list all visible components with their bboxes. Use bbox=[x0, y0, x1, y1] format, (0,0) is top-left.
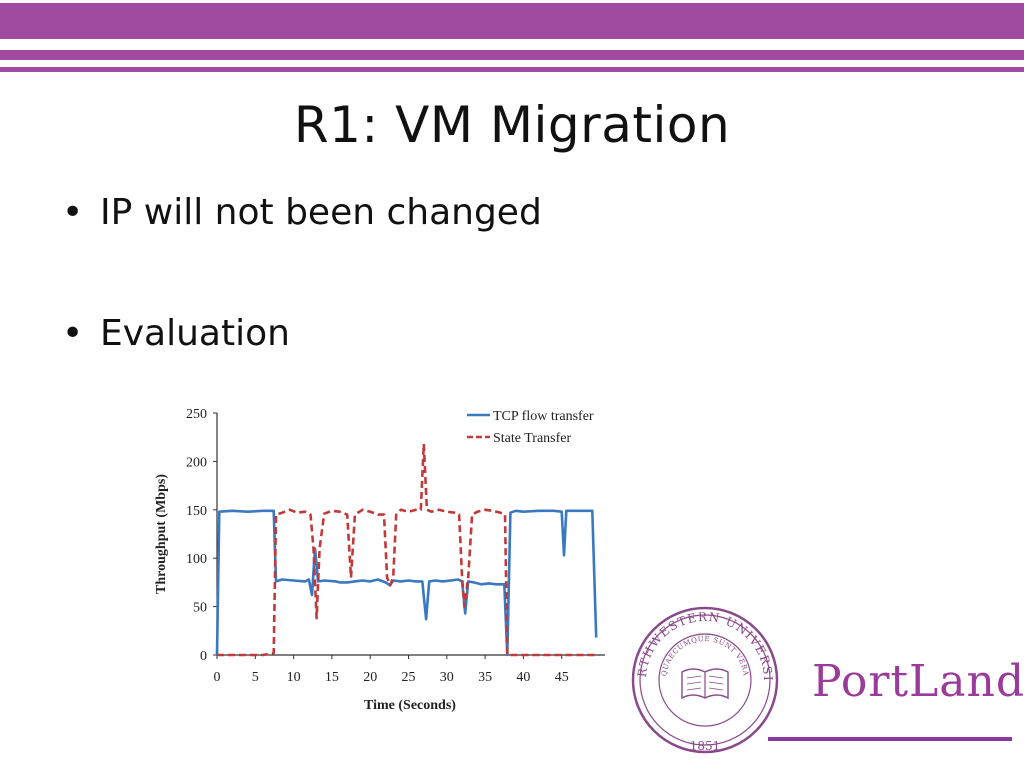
brand-underline bbox=[768, 737, 1012, 741]
x-tick-label: 45 bbox=[555, 670, 569, 685]
seal-motto: QUAECUMQUE SUNT VERA bbox=[660, 635, 750, 677]
bullet-item-ip: • IP will not been changed bbox=[62, 192, 542, 233]
seal-book-icon bbox=[681, 668, 729, 700]
slide-title: R1: VM Migration bbox=[293, 96, 731, 154]
chart-legend: TCP flow transfer State Transfer bbox=[467, 409, 594, 446]
seal-motto-path: QUAECUMQUE SUNT VERA bbox=[660, 635, 749, 677]
portland-brand-text: PortLand bbox=[812, 656, 1024, 707]
chart-series-lines bbox=[215, 442, 598, 657]
bullet-glyph: • bbox=[62, 192, 84, 233]
x-tick-label: 20 bbox=[363, 670, 377, 685]
y-tick-label: 50 bbox=[193, 601, 207, 616]
seal-ring bbox=[639, 614, 771, 746]
bullet-glyph: • bbox=[62, 313, 84, 354]
seal-outer-ring bbox=[631, 606, 779, 754]
bullet-list: • IP will not been changed • Evaluation bbox=[62, 192, 542, 354]
y-tick-label: 150 bbox=[186, 504, 207, 519]
header-band-bottom bbox=[0, 67, 1024, 72]
x-tick-label: 40 bbox=[516, 670, 530, 685]
seal-inner-ring bbox=[658, 633, 752, 727]
bullet-item-evaluation: • Evaluation bbox=[62, 313, 542, 354]
legend-label: State Transfer bbox=[493, 431, 572, 446]
y-axis-label: Throughput (Mbps) bbox=[154, 474, 169, 594]
throughput-line-chart: 0 50 100 150 200 250 0 5 10 15 20 25 30 35 40 45 TCP fl… bbox=[154, 407, 605, 713]
bullet-text: Evaluation bbox=[100, 313, 290, 354]
x-tick-label: 30 bbox=[440, 670, 454, 685]
x-tick-label: 25 bbox=[402, 670, 416, 685]
series-line-tcp-flow-transfer bbox=[215, 509, 598, 657]
header-band-middle bbox=[0, 50, 1024, 60]
x-tick-label: 15 bbox=[325, 670, 339, 685]
legend-label: TCP flow transfer bbox=[493, 409, 594, 424]
seal-year: 1851 bbox=[690, 739, 721, 753]
bullet-text: IP will not been changed bbox=[100, 192, 542, 233]
northwestern-seal-logo: NORTHWESTERN UNIVERSITY QUAECUMQUE SUNT … bbox=[630, 600, 779, 754]
series-line-state-transfer bbox=[217, 442, 597, 657]
y-tick-label: 200 bbox=[186, 455, 207, 470]
chart-tick-labels: 0 50 100 150 200 250 0 5 10 15 20 25 30 35 40 45 bbox=[186, 407, 569, 685]
header-band-top bbox=[0, 3, 1024, 39]
x-tick-label: 10 bbox=[287, 670, 301, 685]
x-axis-label: Time (Seconds) bbox=[364, 698, 456, 713]
y-tick-label: 0 bbox=[200, 649, 207, 664]
y-tick-label: 100 bbox=[186, 552, 207, 567]
x-tick-label: 5 bbox=[252, 670, 259, 685]
x-tick-label: 0 bbox=[214, 670, 221, 685]
y-tick-label: 250 bbox=[186, 407, 207, 422]
x-tick-label: 35 bbox=[478, 670, 492, 685]
